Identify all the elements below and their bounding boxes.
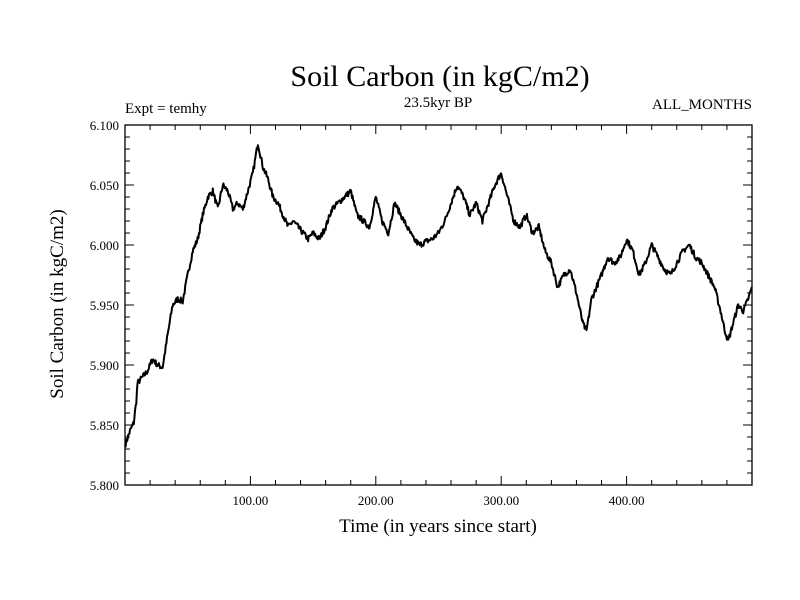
y-tick-label: 6.100 (90, 118, 119, 133)
soil-carbon-series-line (124, 144, 753, 448)
y-axis-label: Soil Carbon (in kgC/m2) (47, 209, 68, 398)
months-label: ALL_MONTHS (652, 97, 752, 113)
plot-frame (124, 124, 753, 486)
x-tick-label: 100.00 (233, 493, 269, 508)
x-tick-label: 400.00 (609, 493, 645, 508)
experiment-label: Expt = temhy (125, 101, 207, 117)
y-tick-labels: 5.800 5.850 5.900 5.950 6.000 6.050 6.100 (90, 118, 119, 493)
axis-ticks (125, 124, 752, 486)
y-tick-label: 5.850 (90, 418, 119, 433)
plot-area: 5.800 5.850 5.900 5.950 6.000 6.050 6.100 100.… (90, 118, 753, 508)
x-tick-label: 300.00 (483, 493, 519, 508)
y-tick-label: 6.050 (90, 178, 119, 193)
x-tick-labels: 100.00 200.00 300.00 400.00 (233, 493, 645, 508)
chart-subtitle: 23.5kyr BP (404, 95, 472, 111)
y-tick-label: 5.900 (90, 358, 119, 373)
y-tick-label: 6.000 (90, 238, 119, 253)
chart-title: Soil Carbon (in kgC/m2) (290, 60, 589, 93)
x-tick-label: 200.00 (358, 493, 394, 508)
y-tick-label: 5.950 (90, 298, 119, 313)
x-axis-label: Time (in years since start) (339, 516, 537, 537)
y-tick-label: 5.800 (90, 478, 119, 493)
